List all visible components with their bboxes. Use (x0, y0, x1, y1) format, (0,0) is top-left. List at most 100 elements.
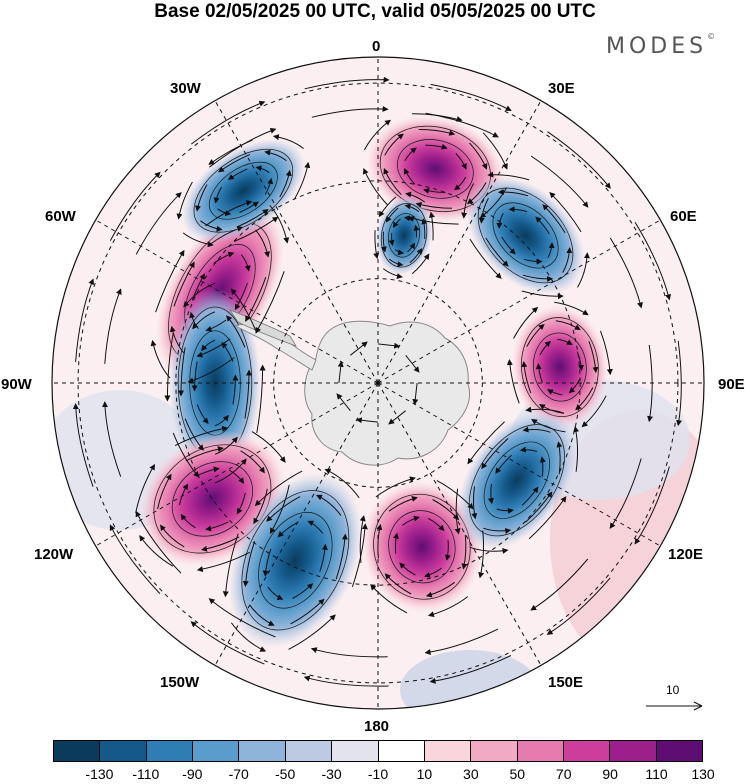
streamline (191, 361, 198, 392)
streamline (495, 454, 512, 474)
streamline (413, 224, 420, 238)
streamline (221, 342, 234, 362)
streamline (213, 186, 222, 204)
meridian-240 (95, 382, 379, 547)
streamline (178, 347, 186, 397)
colorbar-cell (54, 741, 100, 761)
streamline (535, 363, 543, 383)
streamline (425, 143, 448, 150)
streamline (240, 450, 265, 474)
streamline (461, 535, 468, 570)
streamline (521, 290, 564, 300)
colorbar-cell (516, 741, 563, 761)
streamline-zonal (424, 628, 499, 655)
colorbar-tick-label: -90 (182, 766, 203, 782)
streamline (227, 168, 248, 180)
meridian-330 (214, 100, 379, 384)
streamline (562, 247, 573, 273)
streamline (233, 216, 279, 243)
anomaly-contour (532, 332, 587, 402)
streamline-polar (412, 382, 419, 406)
streamline (467, 421, 505, 465)
colorbar-cell (284, 741, 332, 761)
streamline (376, 523, 383, 559)
label-60e: 60E (670, 208, 697, 225)
streamline (428, 517, 445, 532)
streamline (245, 276, 267, 322)
streamline (272, 134, 304, 149)
streamline (521, 361, 532, 394)
streamline (454, 488, 461, 535)
streamline (423, 188, 446, 194)
streamline (555, 320, 581, 331)
streamline (269, 204, 290, 244)
streamline (383, 167, 402, 196)
label-90w: 90W (1, 376, 32, 393)
streamline (201, 536, 240, 552)
anomaly-contour (258, 511, 333, 609)
streamline-polar (336, 393, 351, 412)
streamline (461, 183, 475, 219)
streamline-zonal (676, 340, 682, 427)
streamline (482, 132, 508, 170)
streamline (217, 208, 232, 217)
streamline-zonal (546, 577, 611, 635)
streamline (315, 494, 342, 516)
streamline (581, 395, 607, 428)
colorbar-cell (655, 741, 703, 761)
meridian-210 (214, 382, 379, 666)
map-boundary (51, 56, 705, 710)
negative-anomaly-8 (228, 473, 363, 648)
label-120w: 120W (34, 546, 74, 563)
chart-title: Base 02/05/2025 00 UTC, valid 05/05/2025… (154, 1, 596, 22)
streamline-zonal (430, 83, 512, 111)
anomaly-contour (520, 317, 599, 418)
streamline (182, 232, 214, 248)
anomaly-contour (397, 139, 474, 199)
streamline (487, 171, 530, 181)
streamline (255, 271, 285, 334)
streamline (496, 212, 504, 229)
streamline (239, 201, 259, 213)
colorbar (53, 740, 703, 762)
streamline (319, 543, 328, 572)
streamline (539, 456, 546, 477)
streamline (180, 513, 196, 529)
colorbar-tick-label: 30 (463, 766, 479, 782)
colorbar-tick-label: -10 (367, 766, 389, 782)
streamlines (72, 76, 682, 687)
colorbar-tick-label: 10 (416, 766, 433, 782)
streamline (453, 176, 467, 191)
streamline (185, 446, 224, 462)
streamline (164, 333, 174, 402)
label-60w: 60W (45, 208, 76, 225)
streamline (506, 359, 520, 404)
streamline (201, 339, 216, 352)
streamline (191, 273, 206, 301)
streamline (253, 488, 268, 525)
label-150w: 150W (160, 674, 200, 691)
streamline (196, 404, 209, 424)
streamline (307, 520, 324, 534)
streamline (218, 153, 251, 173)
streamline (549, 191, 582, 233)
streamline (242, 541, 256, 587)
streamline (575, 387, 594, 411)
colorbar-cell (562, 741, 610, 761)
streamline (173, 261, 195, 307)
streamline (525, 406, 564, 414)
streamline (378, 196, 397, 218)
streamline-zonal (425, 112, 499, 138)
meridian-120 (377, 382, 661, 547)
meridian-30 (377, 100, 542, 384)
streamline (184, 418, 204, 451)
streamline (481, 438, 509, 470)
streamline (521, 486, 539, 506)
streamline (547, 389, 563, 396)
streamline (362, 167, 388, 206)
streamline (256, 364, 266, 433)
reference-vector-label: 10 (666, 683, 680, 697)
streamline (244, 369, 252, 419)
streamline (226, 315, 246, 348)
streamline (196, 466, 220, 477)
